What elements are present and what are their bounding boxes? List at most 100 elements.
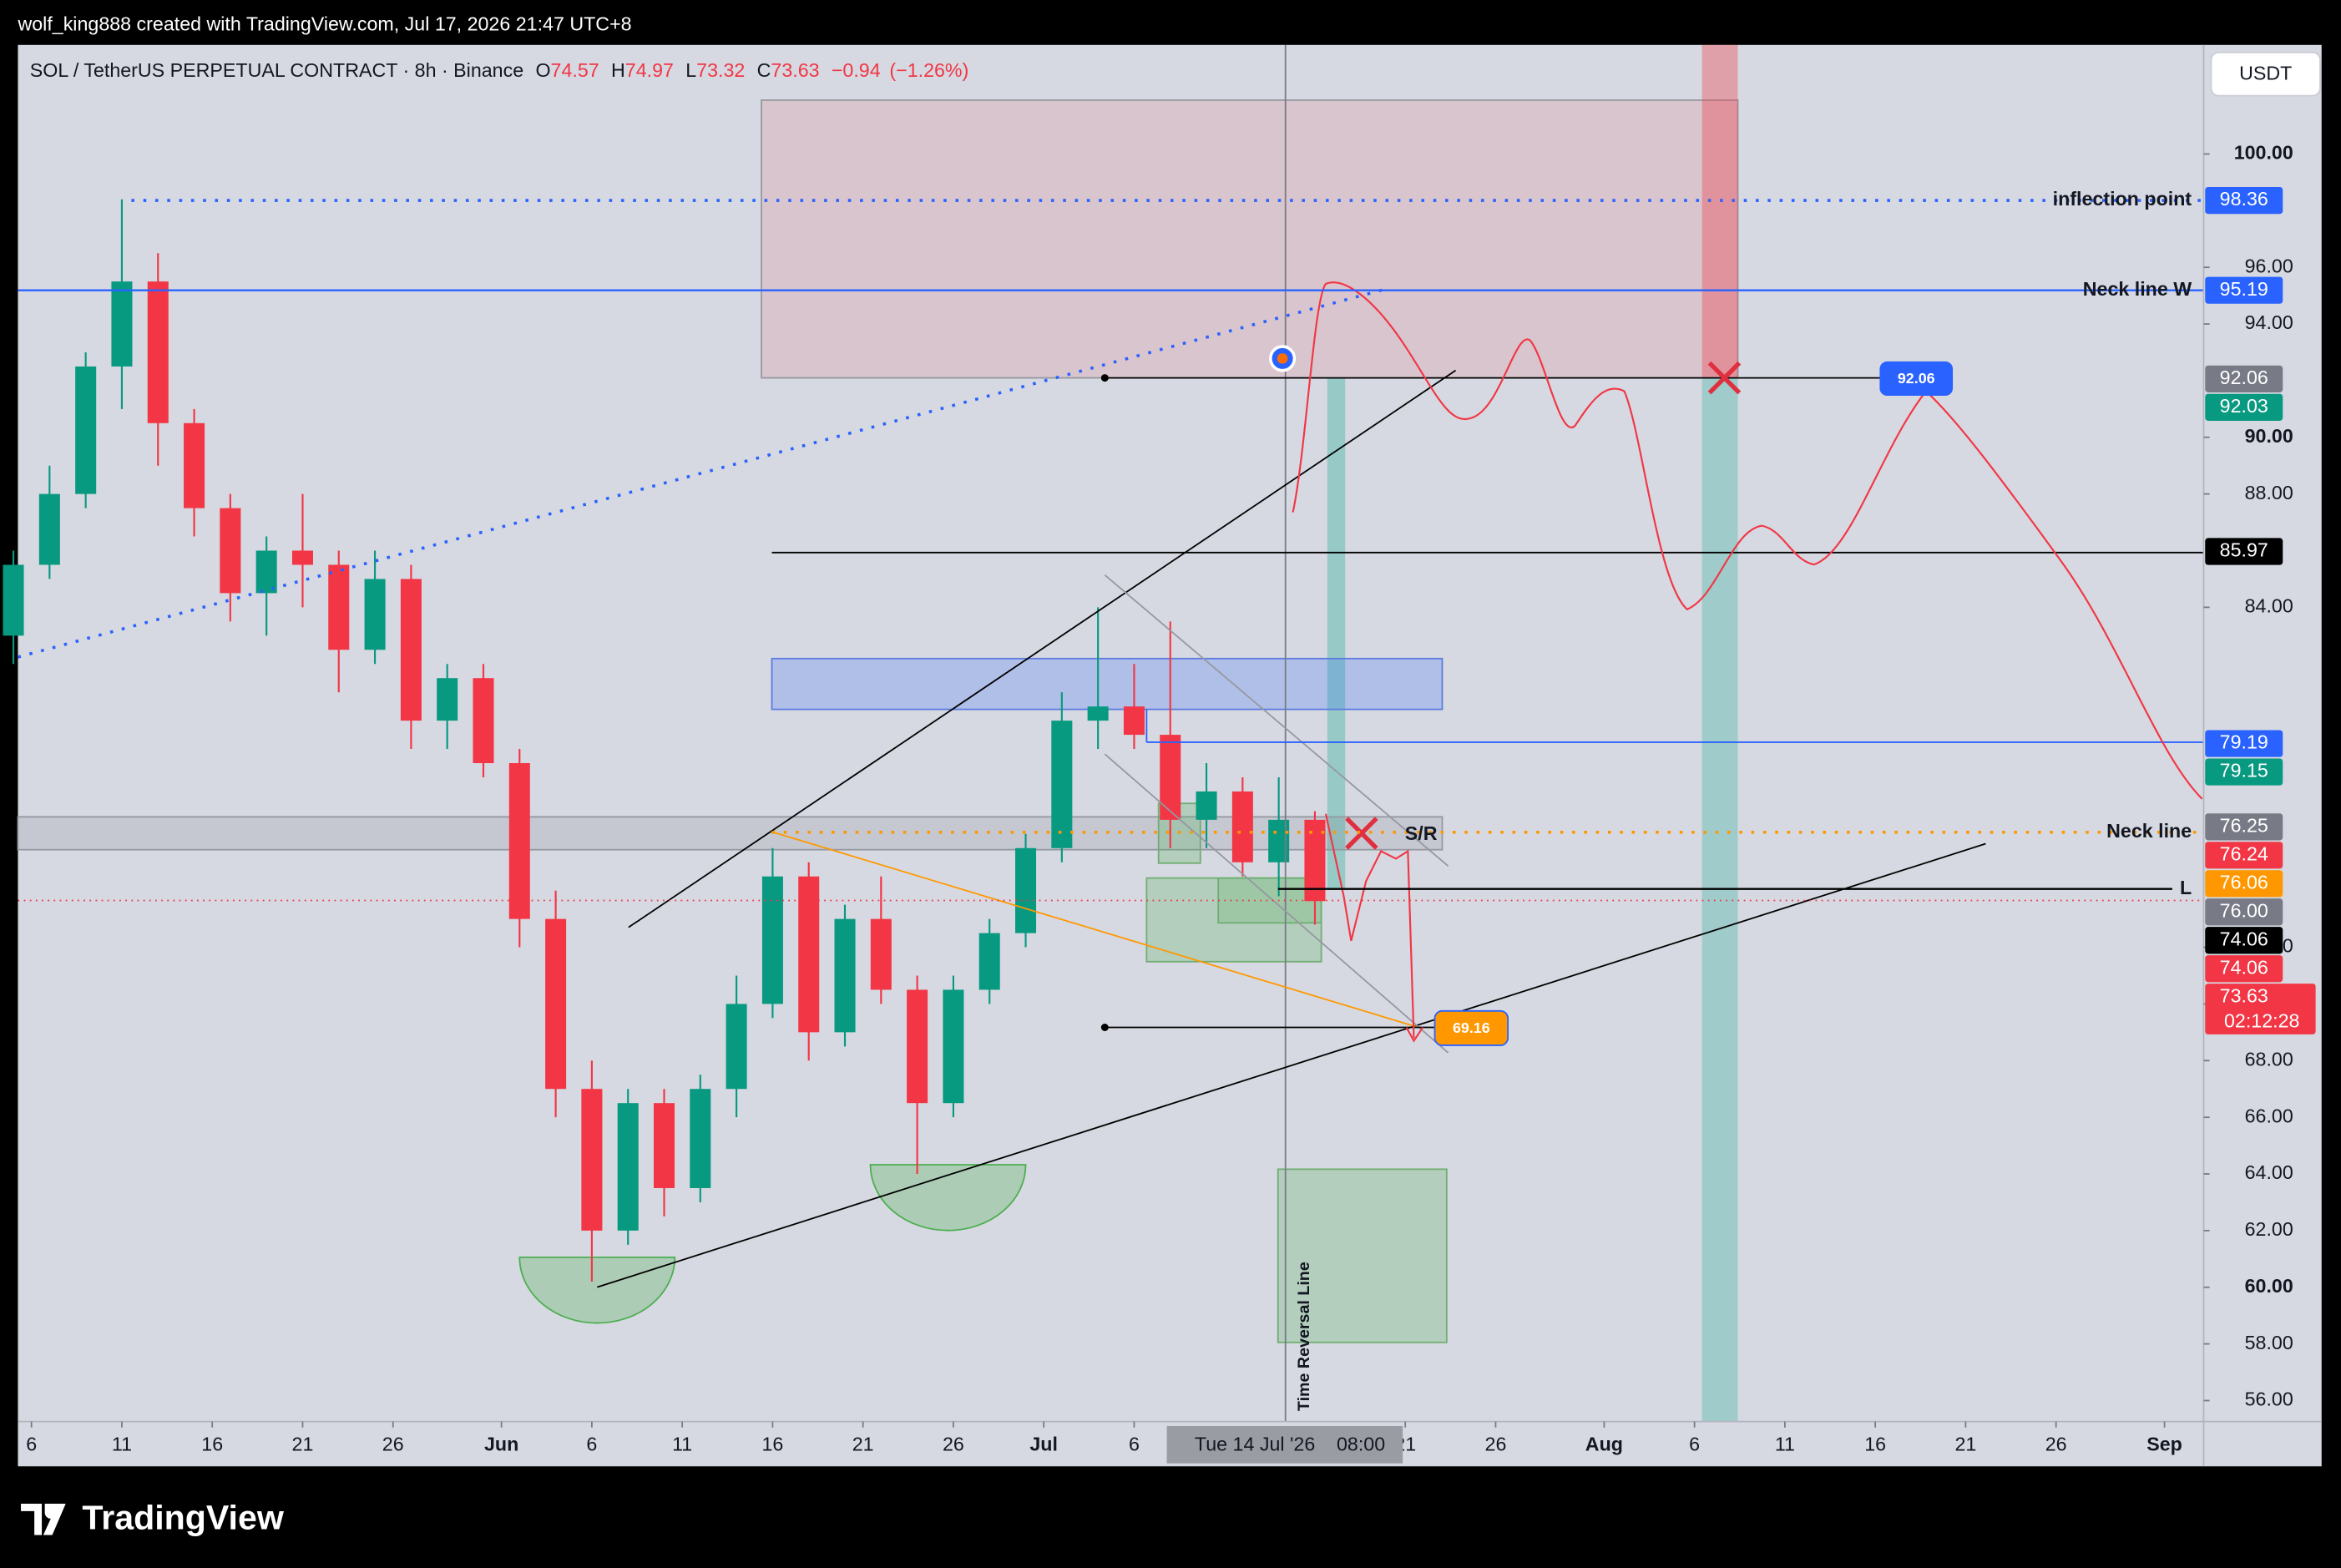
candle-body [1015, 847, 1037, 933]
price-tag-label: 76.25 [2220, 814, 2268, 836]
candle-body [834, 918, 856, 1033]
bubbles: 92.06 69.16 [1433, 361, 1954, 1046]
price-tag [2205, 813, 2283, 841]
ohlc-change: −0.94 [832, 59, 881, 81]
price-tag-label: 76.06 [2220, 871, 2268, 893]
price-tag [2205, 276, 2283, 304]
trend-line [17, 286, 1389, 659]
brand-name: TradingView [82, 1498, 285, 1536]
bubble [1433, 1009, 1509, 1046]
channel-line [1104, 574, 1449, 867]
candle-body [690, 1089, 711, 1188]
candle-body [907, 989, 928, 1104]
price-tag-label: 74.06 [2220, 956, 2268, 978]
x-tick-label: 16 [761, 1433, 783, 1454]
legend-line: SOL / TetherUS PERPETUAL CONTRACT · 8h ·… [30, 59, 969, 81]
price-tag-label: 76.00 [2220, 899, 2268, 921]
y-tick-label: 56.00 [2245, 1388, 2293, 1410]
price-tag [2205, 984, 2316, 1034]
zone [1327, 377, 1346, 890]
price-tag [2205, 538, 2283, 565]
x-tick-label: Jun [484, 1433, 518, 1454]
currency-button-label[interactable]: USDT [2239, 63, 2292, 84]
candle-body [943, 989, 964, 1104]
candle-body [798, 876, 820, 1033]
candles [3, 199, 1326, 1282]
x-tick-label: 11 [672, 1433, 692, 1454]
price-tag-label: 79.19 [2220, 731, 2268, 753]
symbol-title: SOL / TetherUS PERPETUAL CONTRACT · 8h ·… [30, 59, 523, 81]
y-tick-label: 84.00 [2245, 595, 2293, 617]
candle-body [1160, 735, 1181, 820]
x-tick-label: 11 [1775, 1433, 1795, 1454]
ohlc-letter: O [535, 59, 550, 81]
projection-path [1292, 281, 2203, 800]
y-tick-label: 96.00 [2245, 255, 2293, 276]
candle-body [1231, 791, 1253, 862]
y-tick-label: 66.00 [2245, 1105, 2293, 1126]
candle-body [508, 762, 530, 919]
candle-body [1196, 791, 1217, 820]
price-tag-label: 95.19 [2220, 278, 2268, 300]
price-tag-label: 92.06 [2220, 367, 2268, 388]
trend-line [597, 842, 1986, 1288]
ohlc-value: 74.57 [551, 59, 599, 81]
candle-body [147, 281, 169, 423]
candle-body [870, 918, 892, 990]
x-tick-label: 6 [586, 1433, 597, 1454]
price-tag [2205, 842, 2283, 869]
candle-body [184, 422, 205, 508]
x-tick-label: 11 [112, 1433, 132, 1454]
candle-body [111, 281, 133, 367]
y-tick-label: 64.00 [2245, 1161, 2293, 1183]
candle-body [38, 493, 60, 565]
ohlc-letter: H [611, 59, 625, 81]
candle-body [726, 1004, 747, 1090]
candle-body [220, 508, 241, 594]
ohlc-change-pct: (−1.26%) [889, 59, 968, 81]
ohlc-value: 74.97 [625, 59, 674, 81]
zone [771, 657, 1444, 711]
target-dot [1100, 1024, 1109, 1031]
candle-body [473, 678, 494, 763]
price-tag [2205, 898, 2283, 926]
candle-body [364, 579, 386, 650]
ohlc-letter: C [757, 59, 771, 81]
candle-body [581, 1089, 603, 1231]
trend-line [771, 831, 1419, 1029]
axes: 100.0096.0094.0090.0088.0084.0072.0070.0… [18, 44, 2322, 1467]
y-tick-label: 62.00 [2245, 1218, 2293, 1240]
candle-body [1123, 706, 1145, 736]
candle-body [400, 579, 422, 721]
zone [1701, 44, 1738, 378]
drawings [17, 44, 2204, 1422]
x-tick-label: 21 [292, 1433, 314, 1454]
cross-mark [1707, 361, 1742, 395]
zone [1145, 877, 1322, 963]
x-tick-label: 21 [1954, 1433, 1976, 1454]
price-tag-label: 79.15 [2220, 760, 2268, 781]
cup-shape [518, 1256, 676, 1324]
ohlc-letter: L [685, 59, 696, 81]
price-tag-label: 76.24 [2220, 842, 2268, 864]
crosshair-date: Tue 14 Jul '26 [1195, 1433, 1315, 1454]
x-tick-label: Sep [2146, 1433, 2182, 1454]
trend-line [628, 369, 1457, 928]
candle-body [761, 876, 783, 1004]
x-tick-label: 26 [382, 1433, 404, 1454]
candle-body [437, 678, 458, 721]
candle-body [617, 1103, 639, 1231]
x-tick-label: 16 [1864, 1433, 1886, 1454]
candle-body [653, 1103, 675, 1188]
y-tick-label: 100.00 [2234, 142, 2293, 164]
x-tick-label: Jul [1029, 1433, 1058, 1454]
currency-button[interactable] [2210, 51, 2321, 97]
ohlc-value: 73.32 [696, 59, 745, 81]
level-label: Neck line W [2083, 278, 2192, 300]
x-tick-label: 16 [201, 1433, 223, 1454]
cross-mark [1345, 817, 1378, 850]
x-tick-label: 21 [852, 1433, 874, 1454]
bubble-label: 69.16 [1453, 1019, 1490, 1036]
